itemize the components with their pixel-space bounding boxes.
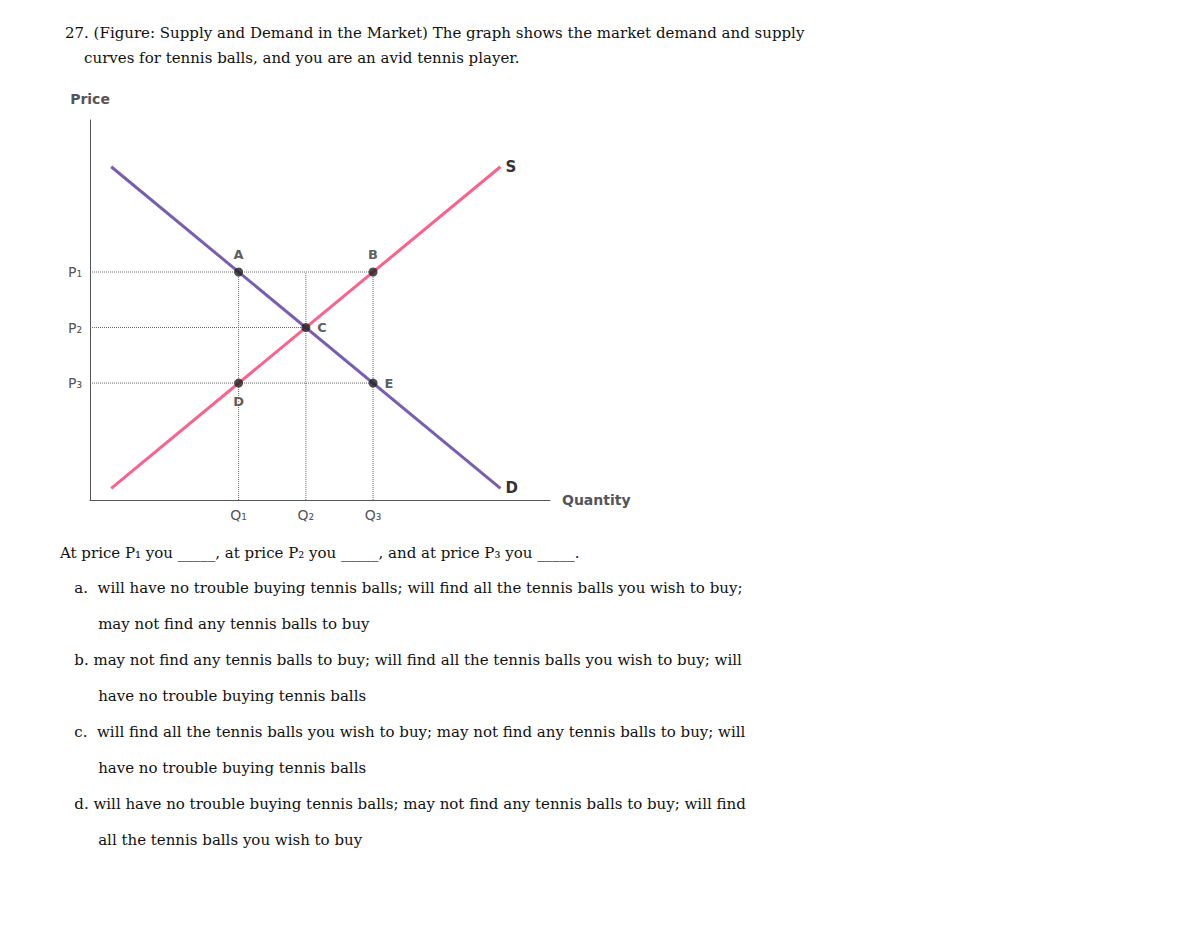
svg-text:may not find any tennis balls: may not find any tennis balls to buy bbox=[60, 615, 370, 633]
svg-text:Price: Price bbox=[70, 91, 110, 107]
svg-text:27. (Figure: Supply and Demand: 27. (Figure: Supply and Demand in the Ma… bbox=[65, 24, 805, 42]
svg-text:B: B bbox=[368, 247, 378, 262]
svg-text:E: E bbox=[385, 376, 394, 391]
svg-text:b. may not find any tennis bal: b. may not find any tennis balls to buy;… bbox=[60, 651, 742, 669]
svg-text:curves for tennis balls, and y: curves for tennis balls, and you are an … bbox=[65, 49, 520, 67]
svg-text:D: D bbox=[505, 479, 517, 497]
svg-text:C: C bbox=[317, 320, 327, 335]
svg-text:c. will find all the tennis b: c. will find all the tennis balls you wi… bbox=[60, 723, 746, 741]
svg-text:Quantity: Quantity bbox=[562, 492, 631, 508]
svg-text:D: D bbox=[233, 394, 244, 409]
svg-text:A: A bbox=[234, 247, 244, 262]
svg-text:Q₂: Q₂ bbox=[298, 507, 315, 523]
svg-text:a. will have no trouble buyin: a. will have no trouble buying tennis ba… bbox=[60, 579, 742, 597]
svg-text:Q₃: Q₃ bbox=[365, 507, 382, 523]
svg-text:have no trouble buying tennis: have no trouble buying tennis balls bbox=[60, 687, 366, 705]
svg-text:S: S bbox=[505, 158, 516, 176]
svg-text:P₂: P₂ bbox=[68, 320, 82, 336]
svg-text:all the tennis balls you wish: all the tennis balls you wish to buy bbox=[60, 831, 363, 849]
svg-text:have no trouble buying tennis: have no trouble buying tennis balls bbox=[60, 759, 366, 777]
svg-text:Q₁: Q₁ bbox=[230, 507, 247, 523]
svg-text:P₃: P₃ bbox=[68, 375, 82, 391]
svg-text:At price P₁ you _____, at pric: At price P₁ you _____, at price P₂ you _… bbox=[59, 544, 579, 562]
svg-text:P₁: P₁ bbox=[68, 264, 82, 280]
svg-text:d. will have no trouble buying: d. will have no trouble buying tennis ba… bbox=[60, 795, 746, 813]
